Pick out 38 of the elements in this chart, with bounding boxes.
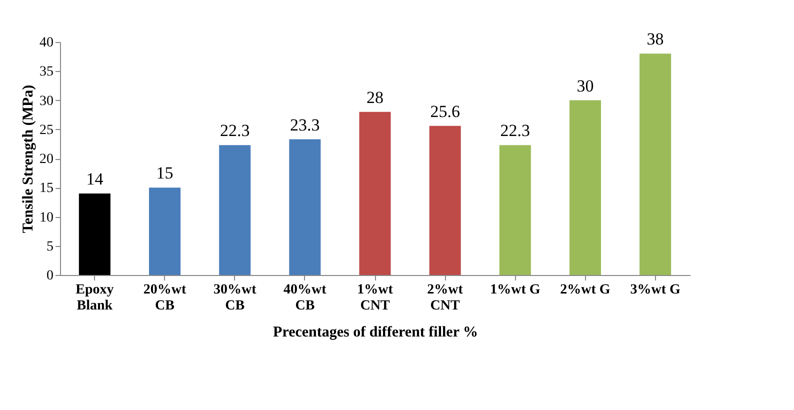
y-tick-label: 30 — [40, 94, 54, 109]
x-tick-label: 1%wt CNT — [357, 282, 394, 314]
x-tick-label: 20%wt CB — [143, 282, 186, 314]
y-tick-label: 10 — [40, 210, 54, 226]
data-label: 25.6 — [430, 102, 460, 121]
y-tick-label: 15 — [40, 181, 54, 196]
x-tick-label: 3%wt G — [630, 282, 680, 298]
bar — [499, 145, 531, 275]
y-tick-label: 0 — [46, 268, 54, 284]
bar — [149, 188, 181, 275]
y-tick-label: 40 — [40, 36, 54, 50]
data-label: 22.3 — [220, 121, 250, 140]
data-label: 22.3 — [500, 121, 530, 140]
x-tick-label: 2%wt G — [560, 282, 610, 298]
bar — [289, 139, 321, 275]
bar — [429, 126, 461, 275]
data-label: 28 — [366, 88, 384, 107]
data-label: 38 — [646, 30, 664, 49]
x-tick-label: Epoxy Blank — [76, 282, 114, 314]
bar — [569, 100, 601, 275]
bar — [640, 54, 672, 275]
data-label: 14 — [86, 169, 104, 188]
x-tick-label: 30%wt CB — [213, 282, 257, 314]
bar — [78, 193, 110, 275]
bar — [219, 145, 251, 275]
bar — [359, 112, 391, 275]
x-axis-title: Precentages of different filler % — [273, 324, 478, 340]
y-tick-label: 20 — [40, 152, 54, 167]
data-label: 23.3 — [290, 115, 320, 134]
x-tick-label: 2%wt CNT — [427, 282, 464, 314]
y-axis-title: Tensile Strength (MPa) — [20, 84, 36, 234]
data-label: 30 — [576, 76, 594, 96]
x-tick-label: 1%wt G — [490, 282, 540, 298]
y-tick-label: 5 — [46, 239, 54, 254]
y-tick-label: 35 — [40, 64, 54, 80]
data-label: 15 — [156, 164, 174, 183]
x-tick-label: 40%wt CB — [284, 282, 327, 314]
y-tick-label: 25 — [40, 122, 54, 138]
